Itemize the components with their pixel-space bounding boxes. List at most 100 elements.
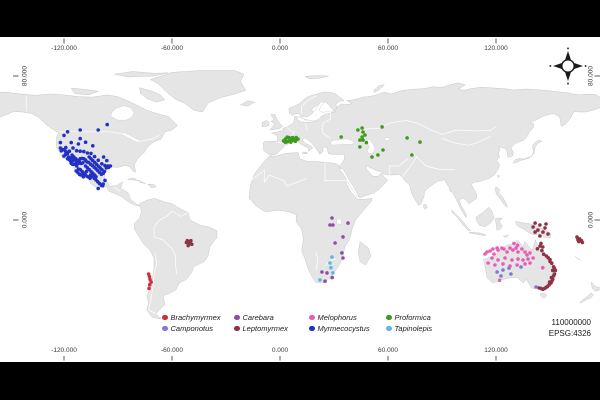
data-point-tapinolepis [329, 265, 333, 270]
data-point-myrmecocystus [85, 151, 90, 155]
legend-swatch-icon [309, 325, 315, 332]
data-point-leptomyrmex [553, 268, 558, 273]
data-point-melophorus [508, 264, 512, 268]
top-letterbox-bar [0, 0, 600, 37]
axis-tick-label: 80.000 [21, 66, 29, 86]
axis-tick-label: 0.000 [271, 346, 289, 354]
legend-label: Melophorus [317, 313, 357, 322]
data-point-proformica [363, 133, 367, 137]
data-point-proformica [410, 153, 414, 157]
data-point-camponotus [509, 272, 513, 276]
axis-tick-label: 120.000 [484, 45, 508, 52]
map-canvas[interactable] [0, 37, 600, 362]
data-point-proformica [370, 155, 374, 159]
data-point-melophorus [502, 247, 506, 251]
data-point-myrmecocystus [91, 144, 95, 148]
data-point-leptomyrmex [544, 222, 548, 226]
data-point-proformica [289, 140, 293, 144]
data-point-myrmecocystus [101, 155, 106, 159]
data-point-leptomyrmex [550, 268, 555, 273]
data-point-melophorus [490, 256, 494, 260]
data-point-myrmecocystus [100, 162, 104, 166]
data-point-myrmecocystus [103, 178, 107, 183]
data-point-melophorus [510, 258, 514, 262]
data-point-melophorus [531, 256, 535, 260]
legend-swatch-icon [234, 325, 240, 332]
data-point-melophorus [520, 247, 524, 251]
data-point-leptomyrmex [543, 226, 547, 230]
data-point-leptomyrmex [548, 259, 552, 264]
data-point-leptomyrmex [540, 248, 544, 253]
data-point-myrmecocystus [74, 148, 79, 153]
data-point-leptomyrmex [533, 230, 537, 234]
data-point-leptomyrmex [541, 252, 546, 256]
data-point-proformica [358, 145, 362, 149]
world-basemap-seas [110, 101, 391, 225]
legend-item-myrmecocystus: Myrmecocystus [309, 323, 384, 334]
data-point-myrmecocystus [100, 167, 104, 172]
data-point-melophorus [526, 257, 530, 261]
data-point-melophorus [491, 247, 495, 251]
data-point-leptomyrmex [533, 221, 537, 225]
data-point-myrmecocystus [73, 157, 77, 162]
data-point-camponotus [499, 274, 503, 278]
data-point-myrmecocystus [96, 186, 100, 191]
data-point-myrmecocystus [74, 169, 78, 173]
data-point-tapinolepis [330, 255, 334, 259]
data-point-carebara [328, 223, 332, 227]
data-point-myrmecocystus [92, 154, 97, 159]
data-point-melophorus [525, 253, 529, 257]
data-point-melophorus [503, 256, 507, 260]
axis-tick-label: -60.000 [160, 45, 184, 52]
country-borders [25, 95, 497, 314]
data-point-proformica [361, 138, 365, 142]
data-point-myrmecocystus [78, 149, 82, 153]
axis-tick-label: 0.000 [271, 45, 289, 52]
data-point-leptomyrmex [544, 285, 548, 290]
data-point-leptomyrmex [547, 280, 552, 284]
data-point-proformica [356, 128, 360, 132]
data-point-myrmecocystus [65, 130, 70, 134]
data-point-proformica [376, 153, 380, 157]
data-point-proformica [380, 125, 384, 129]
data-point-myrmecocystus [78, 172, 82, 177]
data-point-myrmecocystus [78, 167, 82, 172]
legend-item-tapinolepis: Tapinolepis [386, 323, 466, 334]
data-point-carebara [323, 279, 327, 284]
world-map[interactable] [0, 37, 600, 362]
data-point-myrmecocystus [81, 161, 85, 165]
legend-swatch-icon [162, 314, 168, 321]
data-point-proformica [285, 135, 290, 139]
data-point-melophorus [521, 258, 525, 262]
data-point-myrmecocystus [83, 140, 88, 144]
data-point-leptomyrmex [541, 230, 545, 234]
legend-item-proformica: Proformica [386, 312, 466, 323]
data-point-proformica [293, 139, 298, 143]
data-point-myrmecocystus [96, 128, 100, 132]
data-point-myrmecocystus [58, 140, 63, 145]
data-point-proformica [282, 139, 287, 144]
data-point-myrmecocystus [88, 176, 92, 180]
scale-block: 110000000 EPSG:4326 [549, 317, 591, 339]
axis-tick-label: 120.000 [484, 346, 508, 354]
data-point-melophorus [505, 250, 509, 254]
data-point-melophorus [516, 250, 520, 254]
data-point-myrmecocystus [76, 142, 81, 146]
data-point-myrmecocystus [76, 161, 81, 166]
data-point-tapinolepis [331, 271, 335, 275]
legend-item-camponotus: Camponotus [162, 323, 232, 334]
data-point-tapinolepis [328, 261, 332, 265]
data-point-melophorus [523, 262, 527, 266]
legend-swatch-icon [386, 325, 392, 332]
legend-item-leptomyrmex: Leptomyrmex [234, 323, 307, 334]
data-point-proformica [290, 135, 295, 140]
legend-item-brachymyrmex: Brachymyrmex [162, 312, 232, 323]
data-point-melophorus [528, 261, 532, 265]
data-point-proformica [339, 135, 344, 139]
data-points-layer [58, 122, 585, 292]
data-point-melophorus [493, 263, 497, 267]
data-point-brachymyrmex [149, 280, 153, 284]
data-point-leptomyrmex [546, 232, 550, 236]
data-point-proformica [418, 140, 422, 144]
data-point-carebara [346, 221, 350, 225]
